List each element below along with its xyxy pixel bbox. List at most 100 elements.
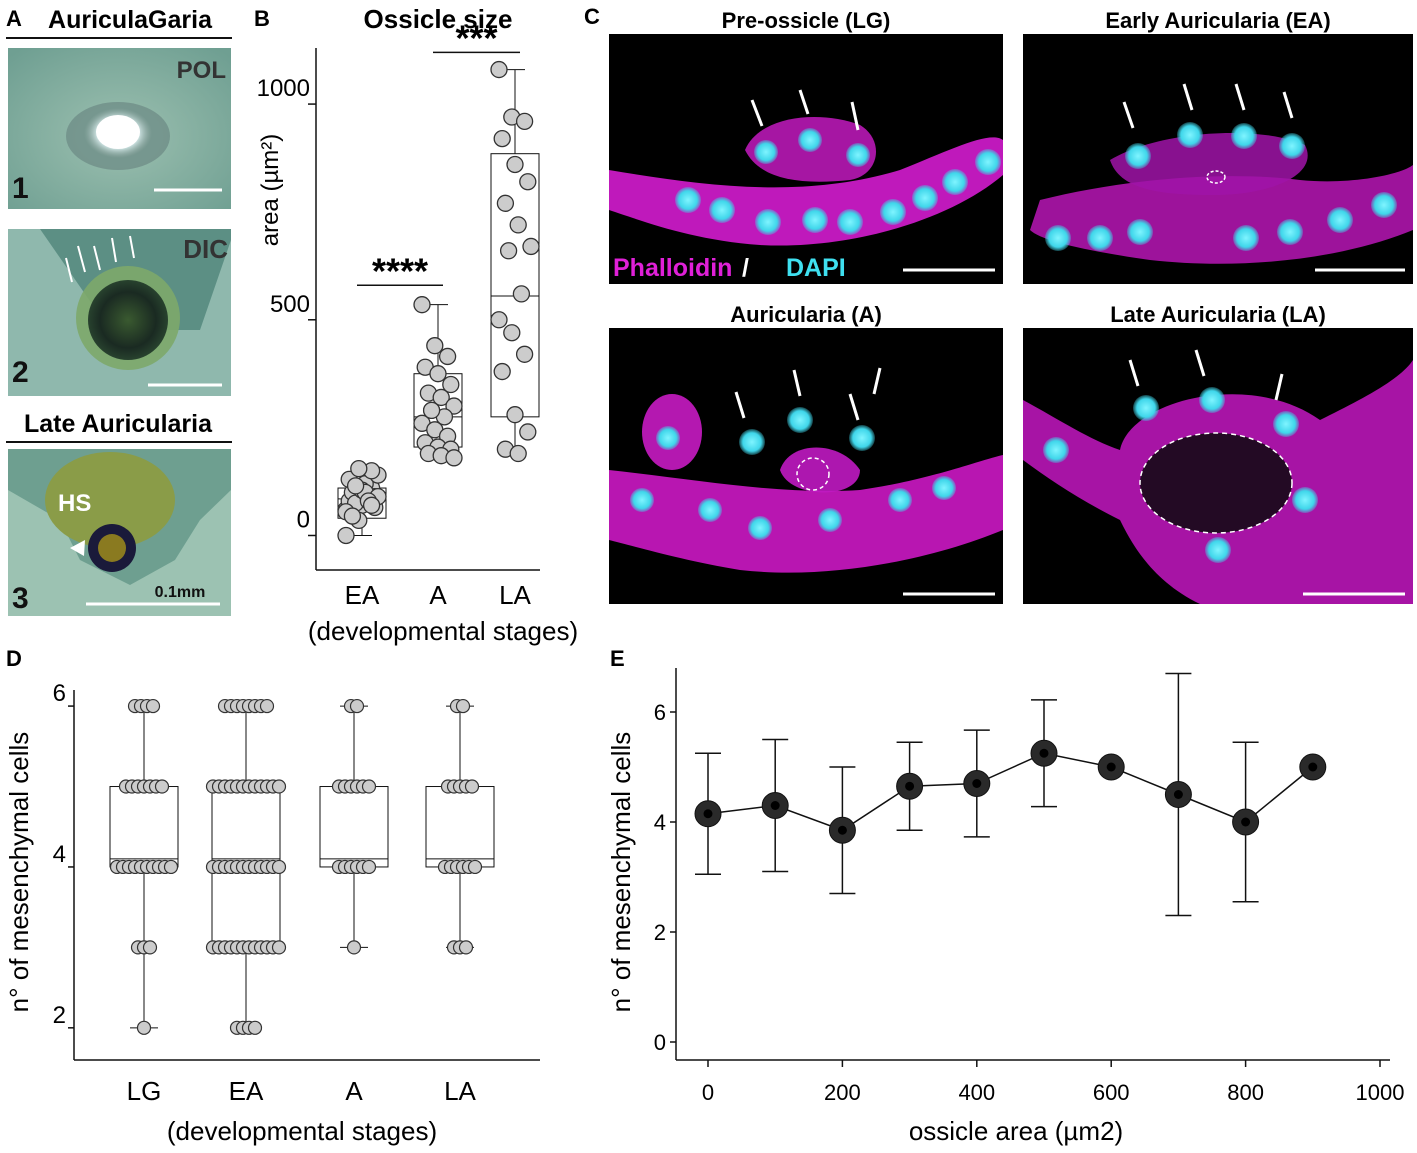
- chart-d-point: [142, 940, 158, 955]
- cell-arrows-tile-2: [65, 235, 135, 283]
- panel-letter-a: A: [6, 6, 22, 31]
- chart-b-point: [522, 237, 540, 256]
- chart-b-point: [515, 345, 534, 363]
- chart-d-point: [455, 698, 471, 714]
- panel-a-tile-2: DIC 2: [8, 229, 231, 396]
- ossicle-outline-ea: [1206, 170, 1226, 184]
- hydrostatic-sac: [45, 452, 175, 548]
- panel-a-title: AuriculaGaria: [48, 6, 213, 34]
- chart-b-point: [499, 242, 518, 260]
- chart-b-point: [346, 477, 365, 495]
- ossicle-dic: [88, 280, 168, 360]
- chart-e-ylabel: n° of mesenchymal cells: [606, 732, 636, 1013]
- panel-c: C Pre-ossicle (LG) Phalloidin / DAPI Ear: [584, 4, 1413, 604]
- chart-e-ytick-label: 0: [654, 1030, 666, 1055]
- chart-d-point: [464, 779, 480, 794]
- cell-arrows-a: [734, 367, 882, 421]
- chart-e-point-center: [837, 825, 847, 835]
- chart-e-xtick-label: 600: [1093, 1080, 1130, 1105]
- panel-a-subtitle: Late Auricularia: [24, 410, 213, 438]
- chart-d-xtick-label: A: [345, 1076, 363, 1106]
- chart-d-point: [346, 940, 362, 955]
- chart-b-point: [506, 155, 524, 174]
- ossicle-outline-a: [796, 457, 830, 491]
- chart-b-point: [519, 423, 537, 441]
- chart-d-xtick-label: EA: [229, 1076, 264, 1106]
- panel-c-title-la: Late Auricularia (LA): [1110, 302, 1326, 327]
- nuclei-ea: [1045, 122, 1397, 251]
- panel-c-title-a: Auricularia (A): [730, 302, 882, 327]
- chart-b-xtick-label: LA: [499, 580, 531, 610]
- chart-b-ylabel: area (µm²): [257, 134, 284, 247]
- chart-d-point: [145, 698, 161, 714]
- chart-d-ytick-label: 2: [53, 1002, 66, 1029]
- chart-d-xlabel: (developmental stages): [167, 1116, 437, 1146]
- chart-b-point: [445, 449, 463, 467]
- chart-d-box: [425, 786, 495, 868]
- hs-label: HS: [58, 490, 91, 517]
- chart-e-series-line: [707, 752, 1314, 832]
- panel-c-tile-a: Auricularia (A): [609, 302, 1003, 604]
- chart-d-point: [247, 1020, 263, 1035]
- chart-d-point: [361, 859, 377, 875]
- tile-3-number: 3: [12, 582, 29, 615]
- panel-d-chart: D n° of mesenchymal cells (developmental…: [4, 646, 540, 1146]
- chart-b-point: [432, 388, 450, 407]
- chart-b-point: [490, 311, 508, 329]
- chart-d-point: [467, 859, 483, 875]
- chart-d-point: [349, 698, 365, 714]
- chart-e-point-center: [1308, 762, 1318, 772]
- chart-b-ytick-label: 0: [297, 506, 310, 533]
- tile-1-mode: POL: [177, 57, 226, 84]
- cell-arrows-ea: [1122, 83, 1294, 129]
- chart-b-point: [337, 526, 355, 545]
- chart-e-point-center: [770, 801, 780, 810]
- chart-b-point: [429, 365, 447, 383]
- chart-b-point: [445, 397, 463, 415]
- chart-d-xtick-label: LG: [127, 1076, 162, 1106]
- nuclei-a: [630, 407, 956, 540]
- panel-a: A AuriculaGaria POL 1 DIC 2: [6, 6, 232, 616]
- chart-e-point-center: [972, 779, 982, 788]
- chart-e-point-center: [905, 781, 915, 791]
- chart-b-ytick-label: 1000: [257, 75, 310, 102]
- chart-b-point: [519, 173, 537, 191]
- chart-b-point: [496, 194, 515, 212]
- panel-a-tile-1: POL 1: [8, 48, 231, 209]
- chart-e-ytick-label: 6: [654, 700, 666, 725]
- chart-b-point: [503, 324, 521, 342]
- chart-d-point: [154, 779, 170, 794]
- chart-e-xtick-label: 800: [1227, 1080, 1264, 1105]
- nuclei-la: [1043, 387, 1318, 563]
- chart-e-xlabel: ossicle area (µm2): [909, 1116, 1123, 1146]
- chart-d-point: [458, 940, 474, 955]
- chart-b-point: [493, 362, 511, 381]
- panel-c-title-lg: Pre-ossicle (LG): [722, 8, 891, 33]
- chart-b-point: [493, 129, 511, 148]
- chart-e-ytick-label: 4: [654, 810, 666, 835]
- panel-c-tile-la: Late Auricularia (LA): [1023, 302, 1413, 604]
- chart-e-ytick-label: 2: [654, 920, 666, 945]
- chart-b-point: [515, 112, 534, 130]
- chart-b-point: [413, 296, 431, 314]
- chart-e-point-center: [1173, 790, 1183, 799]
- chart-b-point: [509, 444, 527, 463]
- chart-d-point: [271, 779, 287, 794]
- chart-d-point: [136, 1020, 152, 1035]
- panel-c-tile-lg: Pre-ossicle (LG) Phalloidin / DAPI: [609, 8, 1003, 284]
- chart-e-xtick-label: 200: [824, 1080, 861, 1105]
- chart-d-point: [259, 698, 275, 714]
- stain-label-sep: /: [742, 254, 749, 282]
- stain-label-magenta: Phalloidin: [613, 254, 732, 282]
- chart-e-xtick-label: 400: [958, 1080, 995, 1105]
- panel-letter-b: B: [254, 6, 270, 31]
- chart-d-point: [271, 859, 287, 875]
- tile-2-number: 2: [12, 356, 29, 389]
- ossicle-arrowhead: [70, 540, 85, 556]
- chart-b-point: [350, 459, 368, 478]
- chart-b-sig-label: ***: [455, 17, 497, 58]
- chart-b-point: [512, 285, 531, 303]
- cell-arrows-lg: [750, 89, 860, 131]
- chart-d-xtick-label: LA: [444, 1076, 476, 1106]
- chart-d-point: [271, 940, 287, 955]
